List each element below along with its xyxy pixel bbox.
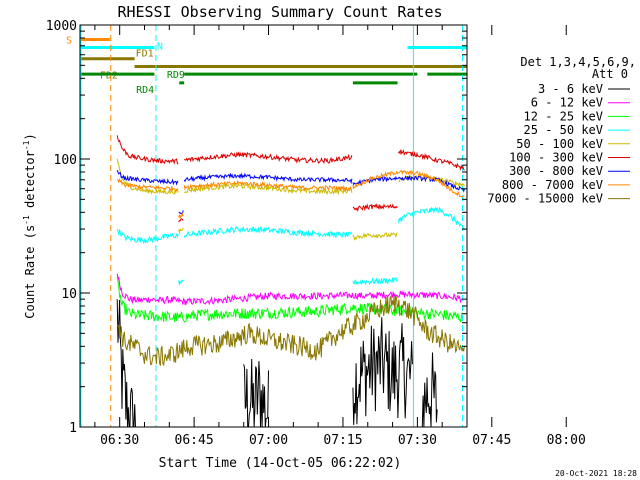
series-25-50-kev-seg-4 xyxy=(398,206,465,231)
x-tick-label: 06:30 xyxy=(100,433,139,448)
series-25-50-kev-seg-3 xyxy=(352,276,398,286)
y-axis-label-sup2: -1 xyxy=(22,140,31,150)
plot-frame xyxy=(79,24,468,428)
series-6-12-kev-seg-0 xyxy=(116,273,463,306)
series-300-800-kev-seg-0 xyxy=(116,169,179,186)
series-50-100-kev-seg-0 xyxy=(116,158,179,195)
series-800-7000-kev-seg-2 xyxy=(183,179,353,193)
y-axis-label-close: ) xyxy=(23,133,37,140)
legend-label: 6 - 12 keV xyxy=(531,96,603,110)
flag-label-n: N xyxy=(157,41,163,52)
series-3-6-kev-seg-2 xyxy=(352,317,413,425)
series-layer xyxy=(116,135,465,428)
y-axis-label-sup: -1 xyxy=(22,215,31,225)
legend-label: 25 - 50 keV xyxy=(524,123,603,137)
series-100-300-kev-seg-3 xyxy=(352,202,398,213)
legend-header-line1: Det 1,3,4,5,6,9, xyxy=(520,55,636,69)
series-7000-15000-kev-seg-0 xyxy=(116,294,465,366)
flag-label-s: S xyxy=(66,35,72,46)
flag-label-rd9: RD9 xyxy=(167,70,185,81)
series-800-7000-kev-seg-3 xyxy=(352,169,465,198)
x-tick-label: 07:30 xyxy=(398,433,437,448)
series-25-50-kev-seg-0 xyxy=(116,228,179,245)
legend-label: 3 - 6 keV xyxy=(538,82,603,96)
series-800-7000-kev-seg-0 xyxy=(116,177,179,192)
series-800-7000-kev-seg-1 xyxy=(178,212,184,219)
legend-label: 50 - 100 keV xyxy=(516,137,603,151)
series-25-50-kev-seg-1 xyxy=(178,279,184,286)
y-axis-label-rest: detector xyxy=(23,150,37,215)
legend-label: 800 - 7000 keV xyxy=(502,178,603,192)
series-100-300-kev-seg-0 xyxy=(116,135,179,165)
y-tick-label: 1000 xyxy=(46,19,77,34)
x-axis-label: Start Time (14-Oct-05 06:22:02) xyxy=(159,456,402,471)
y-tick-label: 10 xyxy=(61,287,77,302)
y-axis-label-main: Count Rate (s xyxy=(23,225,37,319)
series-3-6-kev-seg-0 xyxy=(116,299,138,428)
series-25-50-kev-seg-2 xyxy=(183,225,353,239)
legend-header-line2: Att 0 xyxy=(592,67,628,81)
x-tick-label: 08:00 xyxy=(547,433,586,448)
x-tick-label: 06:45 xyxy=(175,433,214,448)
series-12-25-kev-seg-0 xyxy=(116,276,463,324)
legend-label: 12 - 25 keV xyxy=(524,109,603,123)
y-tick-label: 100 xyxy=(54,153,77,168)
y-tick-label: 1 xyxy=(69,421,77,436)
x-tick-label: 07:45 xyxy=(472,433,511,448)
series-50-100-kev-seg-1 xyxy=(178,227,184,235)
legend-label: 7000 - 15000 keV xyxy=(487,192,603,206)
series-100-300-kev-seg-2 xyxy=(183,151,353,165)
x-tick-label: 07:00 xyxy=(249,433,288,448)
flag-label-rd4: RD4 xyxy=(136,85,154,96)
series-100-300-kev-seg-4 xyxy=(398,149,465,171)
series-300-800-kev-seg-2 xyxy=(183,172,353,185)
series-50-100-kev-seg-2 xyxy=(184,182,353,196)
series-50-100-kev-seg-3 xyxy=(352,231,398,241)
footer-timestamp: 20-Oct-2021 18:28 xyxy=(555,469,637,478)
legend-label: 300 - 800 keV xyxy=(509,164,603,178)
series-3-6-kev-seg-1 xyxy=(243,358,269,428)
series-3-6-kev-seg-3 xyxy=(421,352,438,428)
flag-label-fd2: FD2 xyxy=(100,71,118,82)
x-tick-label: 07:15 xyxy=(323,433,362,448)
flag-label-fd1: FD1 xyxy=(136,49,154,60)
legend-label: 100 - 300 keV xyxy=(509,151,603,165)
series-100-300-kev-seg-1 xyxy=(178,218,184,223)
axes-layer: 1 10 100 1000 06:30 06:45 07:00 07:15 07:30 07:45… xyxy=(46,19,586,448)
y-axis-label: Count Rate (s-1 detector-1) xyxy=(22,133,37,318)
chart-title: RHESSI Observing Summary Count Rates xyxy=(117,3,442,21)
